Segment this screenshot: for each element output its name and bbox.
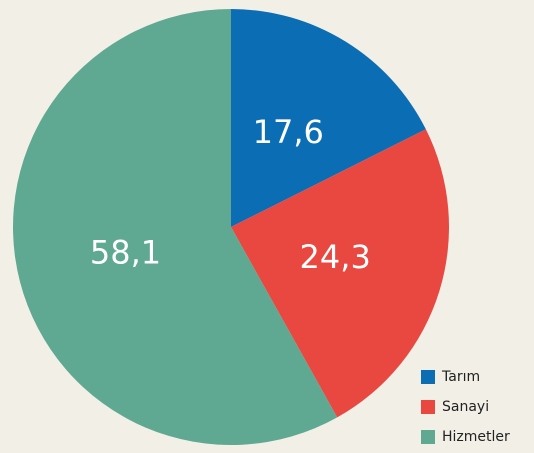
legend-label: Hizmetler	[442, 429, 510, 445]
pie-slice	[231, 9, 426, 227]
slice-label: 58,1	[90, 233, 161, 271]
pie-slice	[12, 9, 338, 446]
pie-slice	[231, 129, 449, 418]
legend-label: Tarım	[441, 369, 480, 385]
legend-swatch	[421, 370, 435, 384]
legend-swatch	[421, 400, 435, 414]
slice-label: 24,3	[300, 238, 371, 276]
slice-label: 17,6	[253, 113, 324, 151]
legend-swatch	[421, 430, 435, 444]
legend-label: Sanayi	[442, 399, 489, 415]
